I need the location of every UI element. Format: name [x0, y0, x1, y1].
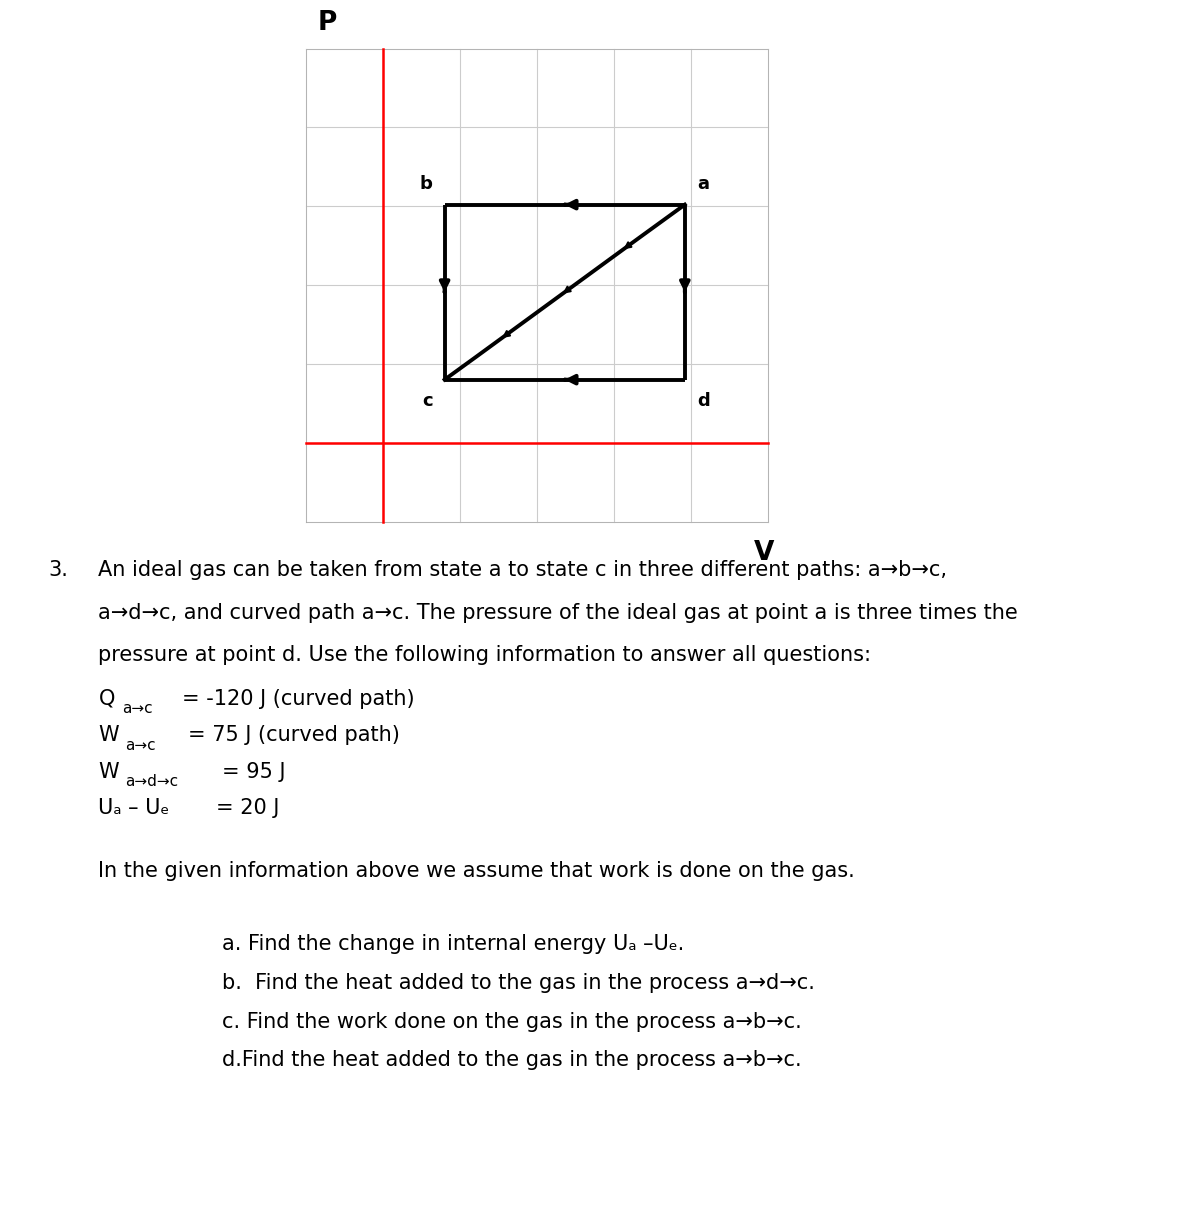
Text: V: V	[754, 540, 774, 565]
Text: b: b	[420, 175, 432, 193]
Text: An ideal gas can be taken from state a to state c in three different paths: a→b→: An ideal gas can be taken from state a t…	[98, 560, 948, 580]
Text: d.Find the heat added to the gas in the process a→b→c.: d.Find the heat added to the gas in the …	[222, 1050, 802, 1070]
Text: W: W	[98, 725, 119, 745]
Text: In the given information above we assume that work is done on the gas.: In the given information above we assume…	[98, 861, 856, 881]
Text: Uₐ – Uₑ: Uₐ – Uₑ	[98, 798, 169, 818]
Text: a→d→c, and curved path a→c. The pressure of the ideal gas at point a is three ti: a→d→c, and curved path a→c. The pressure…	[98, 603, 1018, 622]
Text: a→c: a→c	[122, 701, 154, 716]
Text: a. Find the change in internal energy Uₐ –Uₑ.: a. Find the change in internal energy Uₐ…	[222, 934, 684, 953]
Text: a→c: a→c	[125, 738, 156, 752]
Text: b.  Find the heat added to the gas in the process a→d→c.: b. Find the heat added to the gas in the…	[222, 973, 815, 992]
Text: c. Find the work done on the gas in the process a→b→c.: c. Find the work done on the gas in the …	[222, 1012, 802, 1031]
Text: W: W	[98, 762, 119, 781]
Text: Q: Q	[98, 689, 115, 708]
Text: c: c	[422, 392, 432, 410]
Text: a→d→c: a→d→c	[125, 774, 178, 788]
Text: = 95 J: = 95 J	[222, 762, 286, 781]
Text: = 20 J: = 20 J	[216, 798, 280, 818]
Text: 3.: 3.	[48, 560, 68, 580]
Text: a: a	[697, 175, 709, 193]
Text: P: P	[318, 11, 337, 36]
Text: = 75 J (curved path): = 75 J (curved path)	[188, 725, 401, 745]
Text: pressure at point d. Use the following information to answer all questions:: pressure at point d. Use the following i…	[98, 645, 871, 665]
Text: d: d	[697, 392, 709, 410]
Text: = -120 J (curved path): = -120 J (curved path)	[182, 689, 415, 708]
